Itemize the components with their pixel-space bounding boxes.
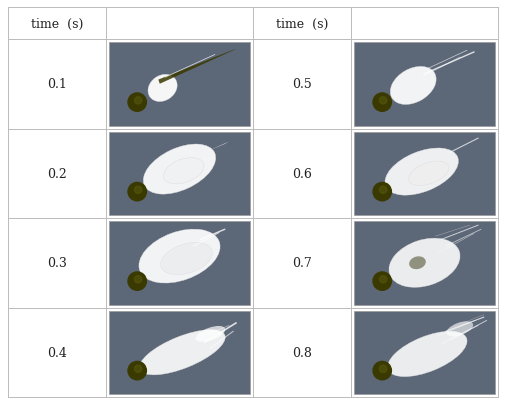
Circle shape (128, 362, 146, 380)
Circle shape (134, 276, 141, 283)
Circle shape (372, 183, 390, 201)
Bar (354, 222, 494, 305)
Text: 0.7: 0.7 (291, 257, 311, 270)
Ellipse shape (147, 75, 177, 102)
Ellipse shape (195, 326, 225, 342)
Ellipse shape (163, 158, 204, 184)
Text: 0.4: 0.4 (47, 346, 67, 359)
Ellipse shape (143, 145, 215, 195)
Circle shape (372, 362, 390, 380)
Ellipse shape (139, 330, 225, 375)
Circle shape (379, 365, 386, 373)
Polygon shape (158, 49, 235, 85)
Circle shape (379, 97, 386, 105)
Text: 0.5: 0.5 (291, 78, 311, 91)
Bar (109, 222, 249, 305)
Circle shape (134, 365, 141, 373)
Text: 0.3: 0.3 (47, 257, 67, 270)
Ellipse shape (388, 239, 459, 288)
Text: time  (s): time (s) (275, 17, 328, 30)
Circle shape (134, 187, 141, 194)
Ellipse shape (139, 230, 220, 284)
Ellipse shape (384, 149, 458, 196)
Text: 0.6: 0.6 (291, 167, 311, 180)
Text: 0.1: 0.1 (47, 78, 67, 91)
Ellipse shape (445, 322, 472, 337)
Ellipse shape (387, 331, 466, 377)
Polygon shape (205, 142, 228, 153)
Text: 0.2: 0.2 (47, 167, 67, 180)
Circle shape (134, 97, 141, 105)
Bar (354, 132, 494, 215)
Bar (109, 311, 249, 394)
Bar (354, 311, 494, 394)
Circle shape (372, 94, 390, 112)
Ellipse shape (409, 257, 425, 269)
Circle shape (379, 276, 386, 283)
Circle shape (372, 272, 390, 291)
Circle shape (379, 187, 386, 194)
Bar (354, 43, 494, 126)
Text: time  (s): time (s) (31, 17, 83, 30)
Ellipse shape (389, 67, 435, 105)
Bar (109, 132, 249, 215)
Ellipse shape (161, 243, 212, 275)
Text: 0.8: 0.8 (291, 346, 311, 359)
Circle shape (128, 272, 146, 291)
Bar (109, 43, 249, 126)
Circle shape (128, 183, 146, 201)
Ellipse shape (408, 162, 448, 186)
Circle shape (128, 94, 146, 112)
